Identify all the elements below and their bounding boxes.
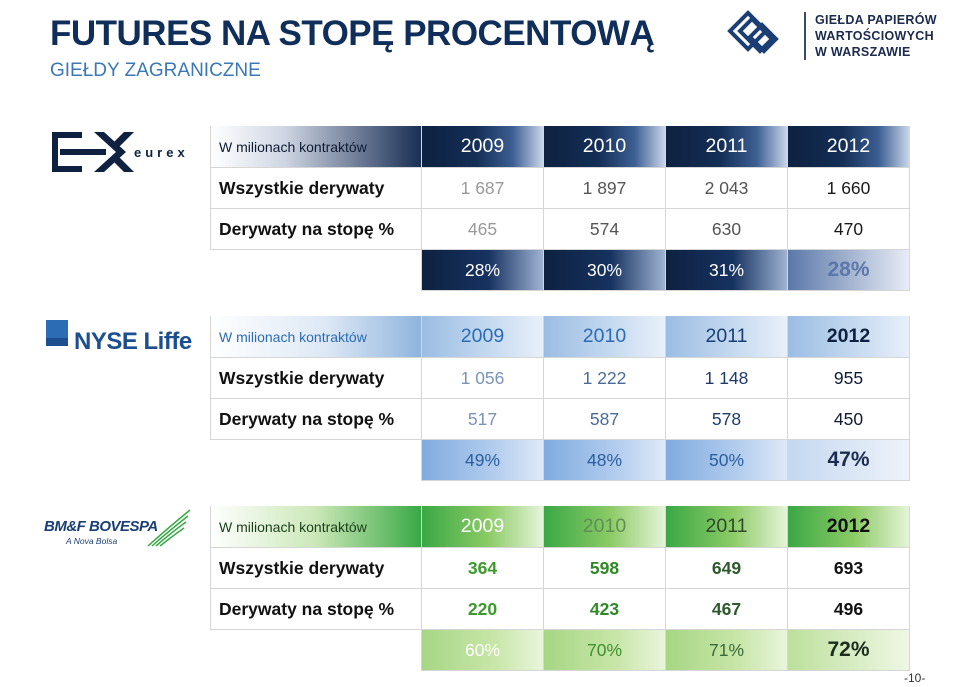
bovespa-all-2009: 364 [422,548,544,589]
eurex-pct-blank [210,250,422,291]
bovespa-header-row: W milionach kontraktów 2009 2010 2011 20… [210,506,910,548]
bovespa-all-2012: 693 [788,548,910,589]
nyse-logo-icon [46,320,68,346]
eurex-row-pct: 28% 30% 31% 28% [210,250,910,291]
nyse-row-pct: 49% 48% 50% 47% [210,440,910,481]
eurex-year-4: 2012 [788,126,910,168]
bovespa-row-rate-label: Derywaty na stopę % [210,589,422,630]
eurex-table: W milionach kontraktów 2009 2010 2011 20… [210,126,910,291]
bovespa-pct-2012: 72% [788,630,910,671]
bovespa-pct-2011: 71% [666,630,788,671]
nyse-logo-text: NYSE Liffe [74,328,192,355]
eurex-year-1: 2009 [422,126,544,168]
gpw-line-3: W WARSZAWIE [815,45,911,59]
nyse-pct-2012: 47% [788,440,910,481]
bovespa-rate-2012: 496 [788,589,910,630]
eurex-row-all-label: Wszystkie derywaty [210,168,422,209]
eurex-pct-2011: 31% [666,250,788,291]
bovespa-pct-2010: 70% [544,630,666,671]
bovespa-row-rate: Derywaty na stopę % 220 423 467 496 [210,589,910,630]
nyse-pct-2010: 48% [544,440,666,481]
gpw-line-2: WARTOŚCIOWYCH [815,29,934,43]
bovespa-pct-blank [210,630,422,671]
bovespa-row-all: Wszystkie derywaty 364 598 649 693 [210,548,910,589]
eurex-rate-2011: 630 [666,209,788,250]
bovespa-rate-2010: 423 [544,589,666,630]
bovespa-year-4: 2012 [788,506,910,548]
nyse-rate-2011: 578 [666,399,788,440]
nyse-rate-2012: 450 [788,399,910,440]
eurex-logo-word: eurex [134,145,189,160]
nyse-year-1: 2009 [422,316,544,358]
bovespa-rate-2011: 467 [666,589,788,630]
bovespa-logo-sub: A Nova Bolsa [66,536,118,546]
nyse-row-all-label: Wszystkie derywaty [210,358,422,399]
eurex-pct-2009: 28% [422,250,544,291]
bovespa-logo-text: BM&F BOVESPA [44,518,158,535]
gpw-emblem-icon [727,10,779,54]
eurex-pct-2012: 28% [788,250,910,291]
eurex-all-2012: 1 660 [788,168,910,209]
nyse-row-rate-label: Derywaty na stopę % [210,399,422,440]
nyse-year-3: 2011 [666,316,788,358]
nyse-rate-2010: 587 [544,399,666,440]
nyse-all-2009: 1 056 [422,358,544,399]
gpw-line-1: GIEŁDA PAPIERÓW [815,13,937,27]
nyse-all-2011: 1 148 [666,358,788,399]
page-title: FUTURES NA STOPĘ PROCENTOWĄ [50,14,655,53]
eurex-header-label: W milionach kontraktów [210,126,422,168]
eurex-logo-icon [52,132,134,172]
page-subtitle: GIEŁDY ZAGRANICZNE [50,60,261,81]
bovespa-pct-2009: 60% [422,630,544,671]
bovespa-all-2010: 598 [544,548,666,589]
gpw-logo-text: GIEŁDA PAPIERÓW WARTOŚCIOWYCH W WARSZAWI… [815,12,937,60]
eurex-all-2010: 1 897 [544,168,666,209]
eurex-row-rate: Derywaty na stopę % 465 574 630 470 [210,209,910,250]
nyse-table: W milionach kontraktów 2009 2010 2011 20… [210,316,910,481]
eurex-all-2011: 2 043 [666,168,788,209]
eurex-rate-2009: 465 [422,209,544,250]
eurex-year-2: 2010 [544,126,666,168]
bovespa-logo-icon [147,509,191,547]
bovespa-year-1: 2009 [422,506,544,548]
bovespa-all-2011: 649 [666,548,788,589]
nyse-header-row: W milionach kontraktów 2009 2010 2011 20… [210,316,910,358]
bovespa-table: W milionach kontraktów 2009 2010 2011 20… [210,506,910,671]
eurex-year-3: 2011 [666,126,788,168]
eurex-rate-2010: 574 [544,209,666,250]
nyse-pct-blank [210,440,422,481]
eurex-pct-2010: 30% [544,250,666,291]
bovespa-row-pct: 60% 70% 71% 72% [210,630,910,671]
eurex-row-all: Wszystkie derywaty 1 687 1 897 2 043 1 6… [210,168,910,209]
bovespa-year-3: 2011 [666,506,788,548]
bovespa-year-2: 2010 [544,506,666,548]
eurex-row-rate-label: Derywaty na stopę % [210,209,422,250]
nyse-pct-2011: 50% [666,440,788,481]
nyse-row-rate: Derywaty na stopę % 517 587 578 450 [210,399,910,440]
eurex-header-row: W milionach kontraktów 2009 2010 2011 20… [210,126,910,168]
nyse-all-2010: 1 222 [544,358,666,399]
bovespa-row-all-label: Wszystkie derywaty [210,548,422,589]
eurex-rate-2012: 470 [788,209,910,250]
gpw-divider [804,12,806,60]
nyse-pct-2009: 49% [422,440,544,481]
nyse-year-4: 2012 [788,316,910,358]
nyse-rate-2009: 517 [422,399,544,440]
nyse-header-label: W milionach kontraktów [210,316,422,358]
nyse-year-2: 2010 [544,316,666,358]
page-number: -10- [904,671,926,685]
bovespa-header-label: W milionach kontraktów [210,506,422,548]
nyse-all-2012: 955 [788,358,910,399]
bovespa-rate-2009: 220 [422,589,544,630]
eurex-all-2009: 1 687 [422,168,544,209]
nyse-row-all: Wszystkie derywaty 1 056 1 222 1 148 955 [210,358,910,399]
